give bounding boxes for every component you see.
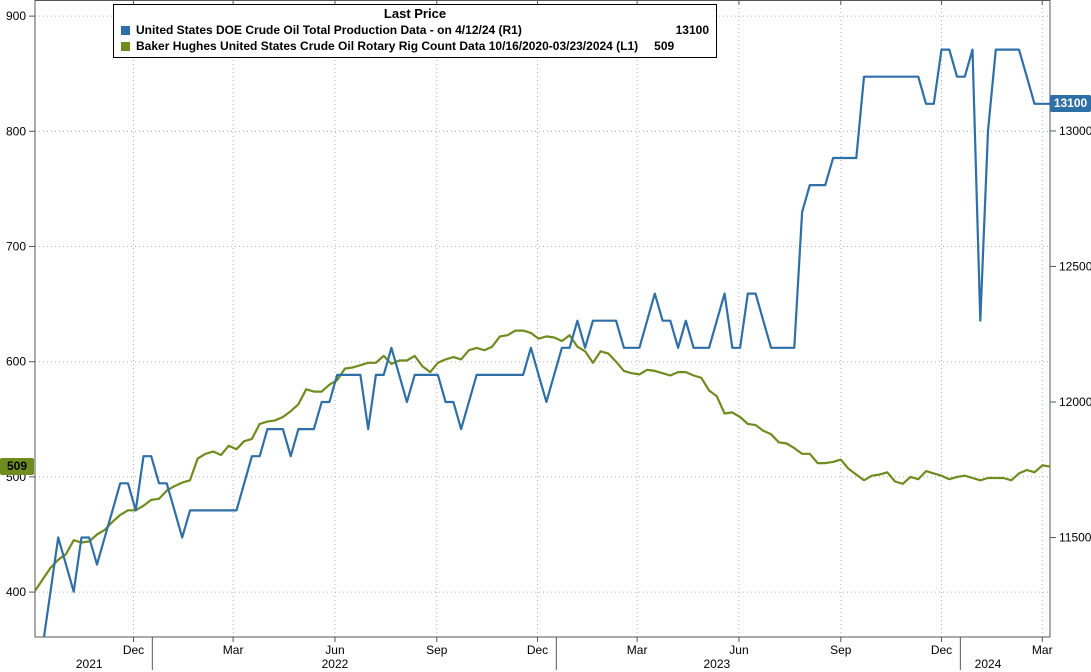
- legend-title: Last Price: [383, 6, 447, 21]
- x-month-label: Mar: [223, 643, 244, 657]
- x-month-label: Mar: [627, 643, 648, 657]
- x-year-label: 2021: [76, 657, 103, 671]
- x-year-label: 2024: [975, 657, 1002, 671]
- legend-row-rig-count[interactable]: Baker Hughes United States Crude Oil Rot…: [121, 38, 709, 54]
- y-right-tick-label: 12000: [1059, 395, 1091, 409]
- production-series-label: United States DOE Crude Oil Total Produc…: [136, 23, 522, 37]
- last-price-badge-rig-count: 509: [0, 458, 34, 476]
- doe-production-line: [42, 48, 1050, 637]
- y-left-tick-label: 700: [6, 240, 26, 254]
- x-month-label: Sep: [426, 643, 448, 657]
- rig-count-series-label: Baker Hughes United States Crude Oil Rot…: [136, 39, 639, 53]
- x-month-label: Jun: [325, 643, 344, 657]
- x-month-label: Dec: [931, 643, 952, 657]
- legend-row-production[interactable]: United States DOE Crude Oil Total Produc…: [121, 22, 709, 38]
- plot-border: [34, 0, 1051, 638]
- chart-legend: Last Price United States DOE Crude Oil T…: [113, 4, 717, 58]
- rig-count-series-swatch-icon: [121, 41, 130, 51]
- y-left-tick-label: 600: [6, 355, 26, 369]
- y-left-tick-label: 900: [6, 9, 26, 23]
- x-month-label: Dec: [123, 643, 144, 657]
- x-year-label: 2023: [703, 657, 730, 671]
- x-year-label: 2022: [322, 657, 349, 671]
- production-series-swatch-icon: [121, 25, 130, 35]
- x-month-label: Dec: [527, 643, 548, 657]
- y-left-tick-label: 800: [6, 124, 26, 138]
- y-right-tick-label: 11500: [1059, 531, 1091, 545]
- rig-count-series-value: 509: [654, 39, 675, 53]
- x-month-label: Sep: [830, 643, 852, 657]
- y-left-tick-label: 400: [6, 585, 26, 599]
- y-right-tick-label: 13000: [1059, 124, 1091, 138]
- y-right-tick-label: 12500: [1059, 259, 1091, 273]
- rig-count-line: [35, 329, 1050, 592]
- last-price-badge-production: 13100: [1050, 95, 1091, 113]
- x-month-label: Jun: [729, 643, 748, 657]
- x-month-label: Mar: [1032, 643, 1053, 657]
- production-series-value: 13100: [675, 23, 709, 37]
